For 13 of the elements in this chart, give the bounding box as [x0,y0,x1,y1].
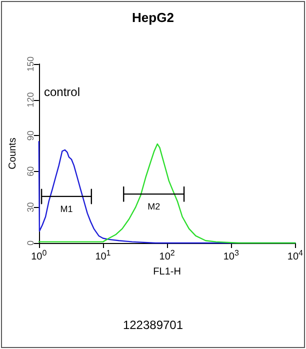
chart-title: HepG2 [132,10,174,25]
y-tick-label: 60 [25,166,36,176]
y-tick-label: 0 [25,240,36,246]
annotation: control [44,85,80,99]
y-axis-title: Counts [8,138,18,170]
y-tick-label: 30 [25,202,36,212]
y-tick-label: 120 [25,92,36,108]
series-label: M2 [148,202,160,212]
text: 122389701 [122,318,184,332]
y-tick-label: 90 [25,130,36,141]
series-label: M1 [60,204,73,214]
x-axis-title: FL1-H [153,266,181,278]
y-tick-label: 150 [25,56,36,72]
